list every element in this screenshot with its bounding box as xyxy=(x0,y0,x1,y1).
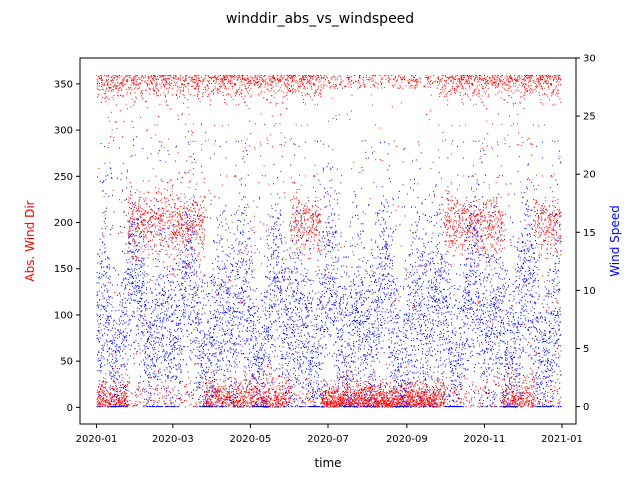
y-left-tick-label: 200 xyxy=(54,218,73,229)
x-tick-label: 2021-01 xyxy=(541,434,583,445)
y-left-tick-label: 250 xyxy=(54,172,73,183)
y-left-tick-label: 50 xyxy=(60,357,73,368)
y-axis-left: 0 50 100 150 200 250 300 350 xyxy=(54,79,80,414)
x-tick-label: 2020-11 xyxy=(464,434,506,445)
y-right-tick-label: 30 xyxy=(583,54,596,65)
y-right-tick-label: 10 xyxy=(583,286,596,297)
y-left-tick-label: 300 xyxy=(54,126,73,137)
chart-title: winddir_abs_vs_windspeed xyxy=(226,11,414,27)
y-right-tick-label: 20 xyxy=(583,170,596,181)
y-right-tick-label: 5 xyxy=(583,344,589,355)
y-axis-right-label: Wind Speed xyxy=(608,205,622,277)
x-tick-label: 2020-05 xyxy=(230,434,272,445)
y-axis-right: 0 5 10 15 20 25 30 xyxy=(576,54,596,413)
x-tick-label: 2020-07 xyxy=(307,434,349,445)
y-axis-left-label: Abs. Wind Dir xyxy=(23,200,37,281)
y-left-tick-label: 350 xyxy=(54,79,73,90)
y-left-tick-label: 150 xyxy=(54,264,73,275)
x-axis: 2020-01 2020-03 2020-05 2020-07 2020-09 2020-… xyxy=(76,424,583,445)
series-wind-speed-points xyxy=(96,120,562,408)
scatter-layer xyxy=(96,75,562,408)
y-left-tick-label: 0 xyxy=(67,403,73,414)
y-right-tick-label: 25 xyxy=(583,112,596,123)
y-right-tick-label: 0 xyxy=(583,402,589,413)
y-right-tick-label: 15 xyxy=(583,228,596,239)
series-wind-dir-points xyxy=(96,75,562,408)
x-tick-label: 2020-01 xyxy=(76,434,118,445)
x-tick-label: 2020-09 xyxy=(386,434,428,445)
x-tick-label: 2020-03 xyxy=(152,434,194,445)
y-left-tick-label: 100 xyxy=(54,310,73,321)
x-axis-label: time xyxy=(314,456,341,470)
